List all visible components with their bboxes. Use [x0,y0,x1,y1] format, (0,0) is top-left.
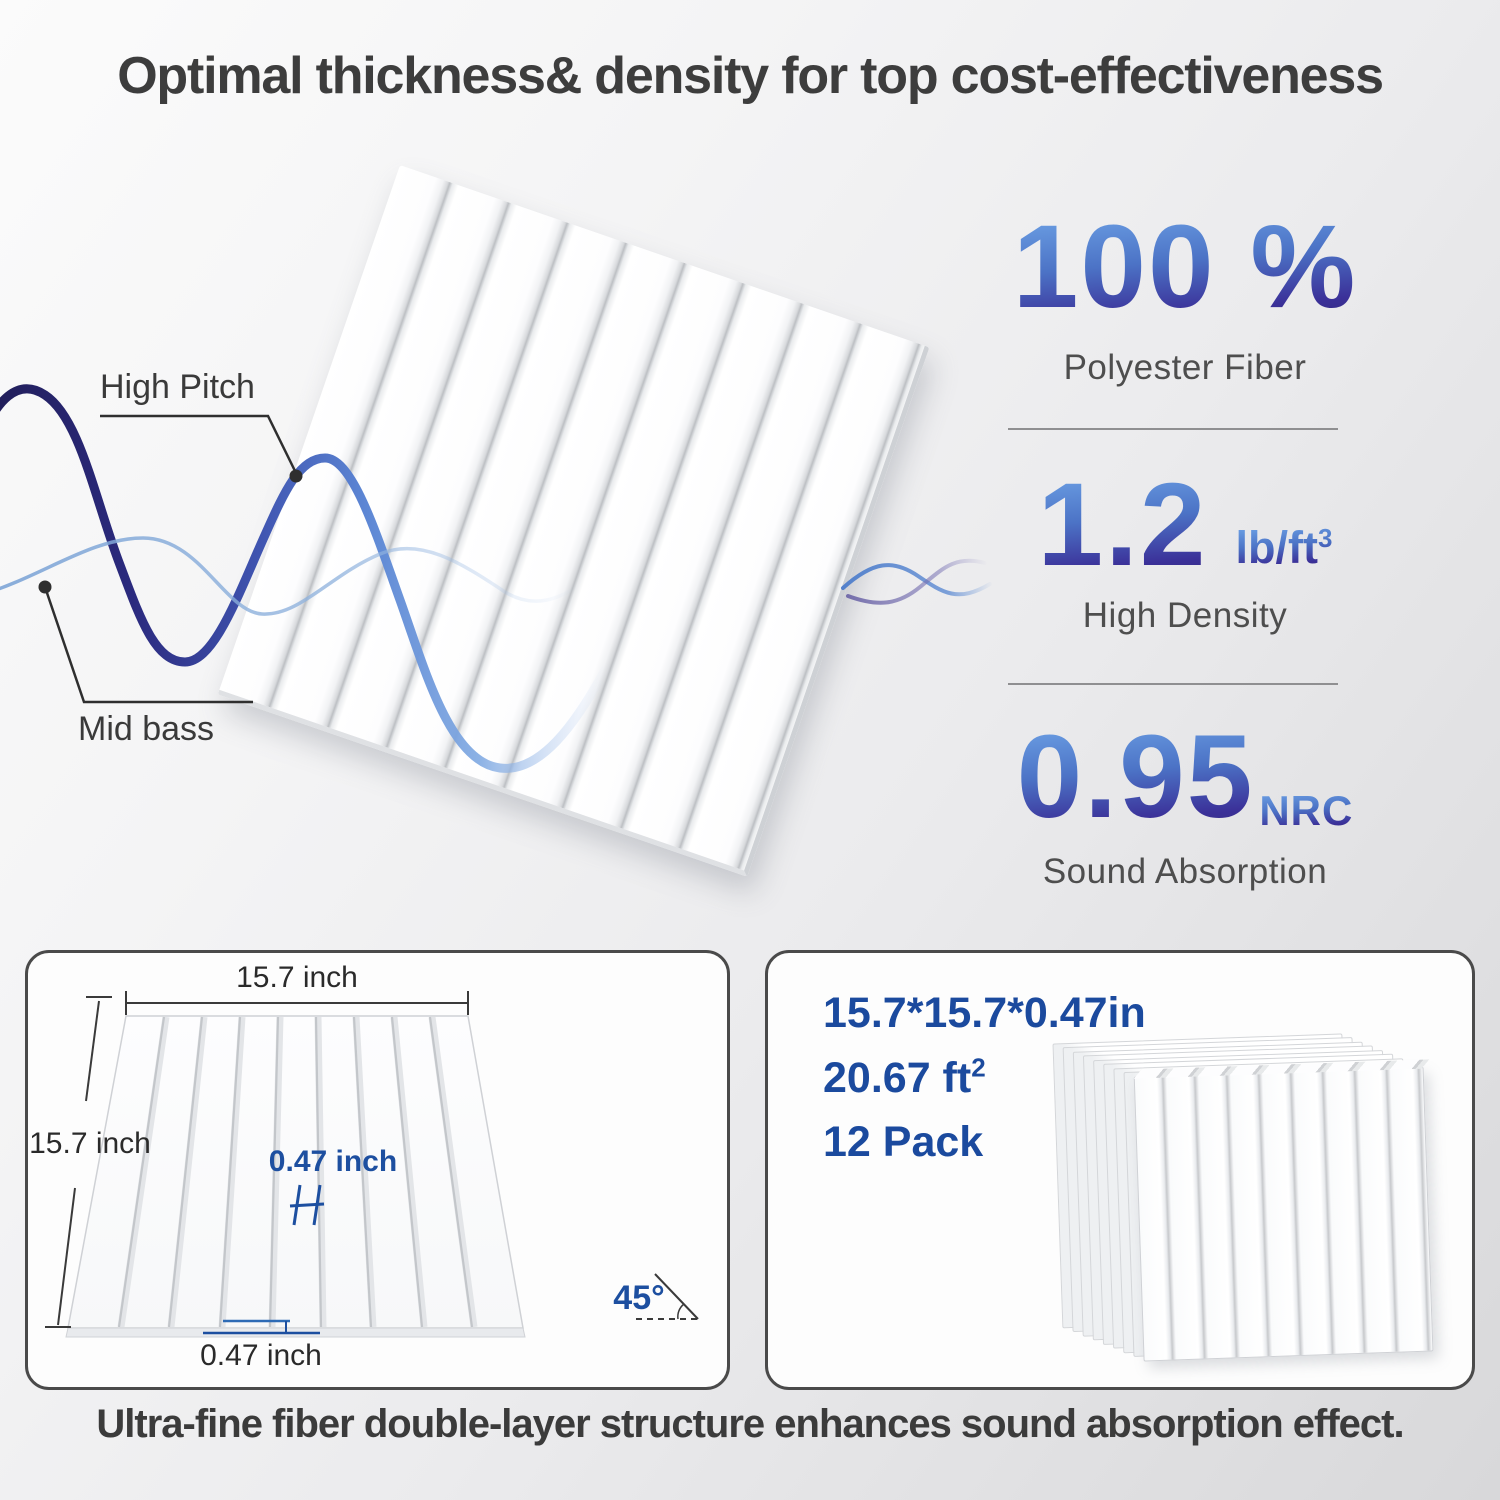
wave-label-high-pitch: High Pitch [100,368,255,406]
pack-box: 15.7*15.7*0.47in 20.67 ft2 12 Pack [765,950,1475,1390]
stats-column: 100 % Polyester Fiber 1.2 lb/ft3 High De… [950,190,1420,920]
panel-stack-image [1022,1021,1464,1376]
stat-nrc-value: 0.95 [1016,711,1255,843]
thickness-dimension-mark [203,1319,320,1335]
stat-density-label-wrap: High Density [950,596,1420,636]
angle-label: 45° [613,1279,664,1317]
height-dimension-label: 15.7 inch [29,1127,151,1160]
height-dimension [45,996,112,1328]
pack-size-label: 15.7*15.7*0.47in [823,989,1146,1037]
mid-bass-wave [0,536,582,616]
dimension-diagram: 15.7 inch 15.7 inch 0.47 inch 0.47 inch … [29,961,700,1372]
pack-area-base: 20.67 ft [823,1053,972,1102]
pack-text-block: 15.7*15.7*0.47in 20.67 ft2 12 Pack [823,981,1146,1175]
pack-area-label: 20.67 ft2 [823,1046,1146,1111]
thickness-dimension-label: 0.47 inch [200,1339,322,1372]
stat-divider-2 [1008,683,1338,685]
exit-wave-purple [846,558,987,605]
stat-divider-1 [1008,428,1338,430]
angle-mark [636,1273,700,1320]
stat-fiber: 100 % [950,208,1420,326]
pack-count-label: 12 Pack [823,1118,984,1166]
pack-area-sup: 2 [971,1052,986,1083]
stat-density-unit-base: lb/ft [1235,522,1319,573]
stat-nrc-label-wrap: Sound Absorption [950,852,1420,892]
width-dimension [125,991,469,1015]
stat-density-label: High Density [1082,596,1288,635]
stat-nrc-label: Sound Absorption [1042,852,1328,891]
sound-wave-graphic [0,384,992,773]
groove-dimension-label: 0.47 inch [269,1145,397,1178]
groove-dimension-mark [289,1184,325,1226]
stack-sheet-front [1133,1059,1434,1362]
high-pitch-callout-dot [289,469,303,483]
stat-density-unit: lb/ft3 [1236,525,1333,570]
stat-nrc-unit: NRC [1259,787,1354,834]
stat-density-value: 1.2 [1037,459,1208,591]
exit-wave-blue [841,563,992,597]
stat-density-unit-sup: 3 [1318,523,1333,553]
dimension-box: 15.7 inch 15.7 inch 0.47 inch 0.47 inch … [25,950,730,1390]
footer-caption: Ultra-fine fiber double-layer structure … [96,1402,1404,1446]
width-dimension-label: 15.7 inch [236,961,358,994]
stat-fiber-value: 100 % [1012,201,1358,333]
diagram-panel-grooves [117,1016,478,1328]
high-pitch-callout-line [100,414,298,474]
stat-nrc: 0.95 NRC [950,718,1420,836]
page-title: Optimal thickness& density for top cost-… [117,47,1384,105]
stat-fiber-label: Polyester Fiber [1063,348,1307,387]
mid-bass-callout-line [43,586,253,704]
high-pitch-wave [0,384,610,773]
mid-bass-callout-dot [38,580,52,594]
stat-fiber-label-wrap: Polyester Fiber [950,348,1420,388]
wave-label-mid-bass: Mid bass [78,710,215,748]
stat-density: 1.2 lb/ft3 [950,466,1420,584]
